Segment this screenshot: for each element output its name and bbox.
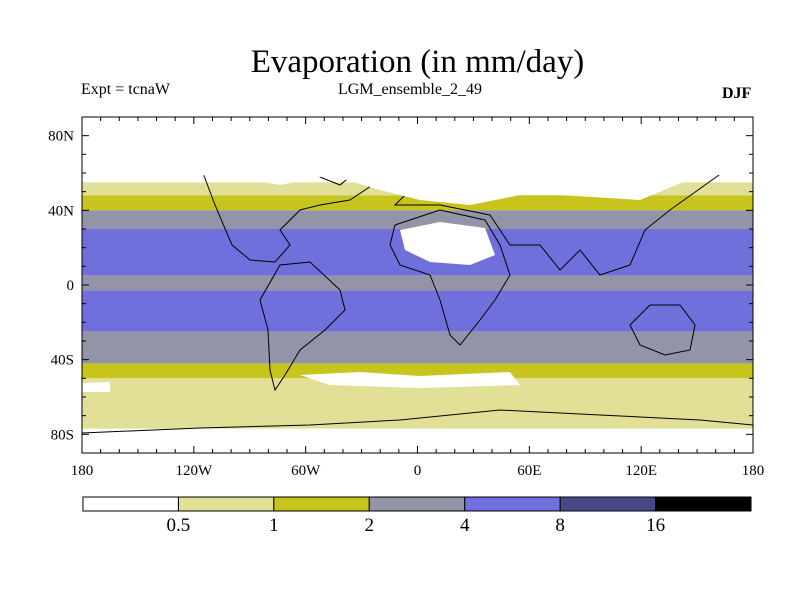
x-tick-label: 120W	[175, 463, 213, 479]
colorbar-swatch	[177, 496, 275, 512]
southern-ocean-ice	[300, 372, 520, 388]
colorbar-swatch	[82, 496, 179, 512]
x-tick-label: 60E	[517, 463, 541, 479]
band-6	[82, 290, 753, 332]
dry-land-regions	[82, 117, 753, 392]
band-3	[82, 210, 753, 229]
season-label: DJF	[722, 85, 752, 102]
colorbar-label: 16	[646, 515, 665, 536]
sahara-region	[400, 222, 495, 265]
experiment-label: Expt = tcnaW	[81, 81, 170, 98]
south-america-coast	[259, 261, 346, 392]
run-label: LGM_ensemble_2_49	[338, 81, 482, 98]
band-5	[82, 275, 753, 291]
colorbar-swatch	[368, 496, 466, 512]
colorbar-label: 2	[365, 515, 375, 536]
colorbar-swatch	[559, 496, 657, 512]
colorbar: 0.5 1 2 4 8 16	[82, 496, 752, 536]
colorbar-label: 4	[460, 515, 470, 536]
colorbar-label: 1	[269, 515, 279, 536]
north-land-region	[82, 117, 753, 205]
axis-ticks: 180 120W 60W 0 60E 120E 180 80N 40N 0 40S 80S	[48, 116, 765, 479]
y-tick-label: 40S	[51, 353, 74, 369]
band-2	[82, 195, 753, 211]
colorbar-label: 0.5	[167, 515, 191, 536]
chart-title: Evaporation (in mm/day)	[250, 44, 585, 80]
y-tick-label: 40N	[48, 203, 74, 219]
x-tick-label: 120E	[625, 463, 657, 479]
y-tick-label: 80N	[48, 129, 74, 145]
x-tick-label: 180	[71, 463, 94, 479]
southern-ocean-ice-2	[82, 382, 110, 392]
band-8	[82, 363, 753, 379]
x-tick-label: 0	[414, 463, 422, 479]
x-tick-label: 180	[742, 463, 765, 479]
y-tick-label: 80S	[51, 427, 74, 443]
colorbar-swatch	[464, 496, 561, 512]
y-tick-label: 0	[67, 278, 75, 294]
colorbar-label: 8	[555, 515, 565, 536]
australia-coast	[629, 304, 696, 356]
colorbar-swatch	[655, 496, 752, 512]
x-tick-label: 60W	[291, 463, 321, 479]
colorbar-swatch	[273, 496, 370, 512]
antarctica-coast	[82, 409, 753, 434]
band-7	[82, 331, 753, 364]
africa-coast	[389, 209, 511, 346]
